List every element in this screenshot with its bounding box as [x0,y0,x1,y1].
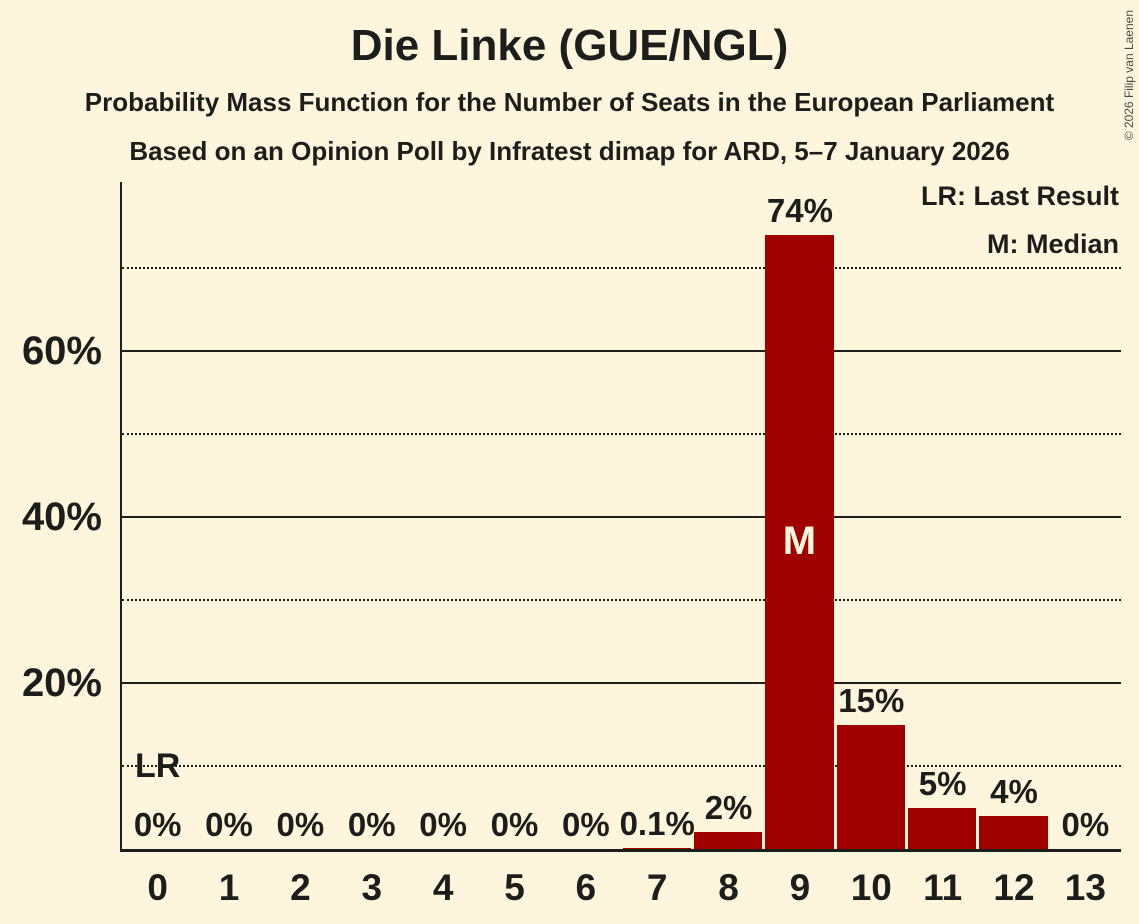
value-label-seat-2: 0% [276,806,325,843]
bar-slot-seat-12: 4% 12 [978,182,1049,906]
bar-seat-9: M [765,235,834,849]
last-result-marker: LR [135,747,181,785]
x-tick-seat-8: 8 [718,867,739,908]
bar-slot-seat-5: 0% 5 [479,182,550,906]
gridline-solid-40 [122,516,1121,519]
gridline-dotted-30 [122,599,1121,602]
value-label-seat-10: 15% [838,681,905,719]
bar-slot-seat-4: 0% 4 [407,182,478,906]
gridline-dotted-50 [122,433,1121,436]
x-tick-seat-13: 13 [1064,867,1106,908]
bar-slot-seat-1: 0% 1 [193,182,264,906]
x-tick-seat-7: 7 [646,867,668,908]
gridline-solid-60 [122,350,1121,353]
value-label-seat-12: 4% [990,772,1038,810]
value-label-seat-11: 5% [918,764,967,802]
bar-slot-seat-13: 0% 13 [1050,182,1121,906]
x-tick-seat-1: 1 [218,867,240,908]
bar-seat-10 [836,724,905,849]
bars-container: 0% LR 0 0% 1 0% 2 0% 3 0% 4 0% 5 0% 6 0.1% 7 2% 8 M 74% 9 15% 1… [122,182,1121,906]
bar-seat-8 [693,832,763,849]
gridline-dotted-70 [122,267,1121,270]
value-label-seat-9: 74% [766,192,833,230]
value-label-seat-7: 0.1% [619,805,695,843]
value-label-seat-4: 0% [419,806,467,843]
value-label-seat-0: 0% [133,806,182,843]
x-tick-seat-12: 12 [993,867,1035,908]
bar-slot-seat-10: 15% 10 [836,182,907,906]
bar-slot-seat-2: 0% 2 [265,182,336,906]
x-tick-seat-9: 9 [789,867,811,908]
y-tick-20: 20% [21,661,102,706]
bar-slot-seat-8: 2% 8 [693,182,764,906]
value-label-seat-3: 0% [347,806,396,843]
x-tick-seat-10: 10 [850,867,892,908]
value-label-seat-1: 0% [205,806,253,843]
median-marker: M [782,519,817,564]
x-tick-seat-5: 5 [504,867,525,908]
bar-slot-seat-9: M 74% 9 [764,182,835,906]
value-label-seat-13: 0% [1061,806,1110,843]
x-tick-seat-2: 2 [290,867,311,908]
y-axis-tick-labels: 20% 40% 60% [0,0,102,924]
plot-area: 0% LR 0 0% 1 0% 2 0% 3 0% 4 0% 5 0% 6 0.1% 7 2% 8 M 74% 9 15% 1… [120,182,1121,906]
copyright-notice: © 2026 Filip van Laenen [1122,8,1138,228]
bar-seat-12 [979,815,1048,849]
x-tick-seat-3: 3 [361,867,383,908]
chart-subtitle: Probability Mass Function for the Number… [84,87,1055,117]
legend: LR: Last Result M: Median [921,183,1119,279]
chart-poll-info: Based on an Opinion Poll by Infratest di… [129,136,1010,166]
bar-seat-7 [622,848,691,849]
x-tick-seat-6: 6 [575,867,597,908]
legend-median: M: Median [987,229,1119,259]
x-tick-seat-11: 11 [923,867,963,908]
bar-slot-seat-0: 0% LR 0 [122,182,193,906]
y-tick-60: 60% [21,329,102,374]
x-tick-seat-4: 4 [432,867,454,908]
legend-last-result: LR: Last Result [920,181,1119,211]
gridline-dotted-10 [122,765,1121,768]
bar-seat-11 [907,807,977,849]
bar-slot-seat-7: 0.1% 7 [619,182,695,906]
bar-slot-seat-3: 0% 3 [336,182,407,906]
copyright-text: © 2026 Filip van Laenen [1122,10,1136,141]
chart-title: Die Linke (GUE/NGL) [350,21,789,70]
value-label-seat-8: 2% [704,789,753,827]
bar-slot-seat-6: 0% 6 [550,182,621,906]
gridline-solid-20 [122,682,1121,685]
value-label-seat-5: 0% [490,806,539,843]
value-label-seat-6: 0% [561,806,610,843]
bar-slot-seat-11: 5% 11 [907,182,978,906]
y-tick-40: 40% [21,495,102,540]
x-tick-seat-0: 0 [147,867,168,908]
